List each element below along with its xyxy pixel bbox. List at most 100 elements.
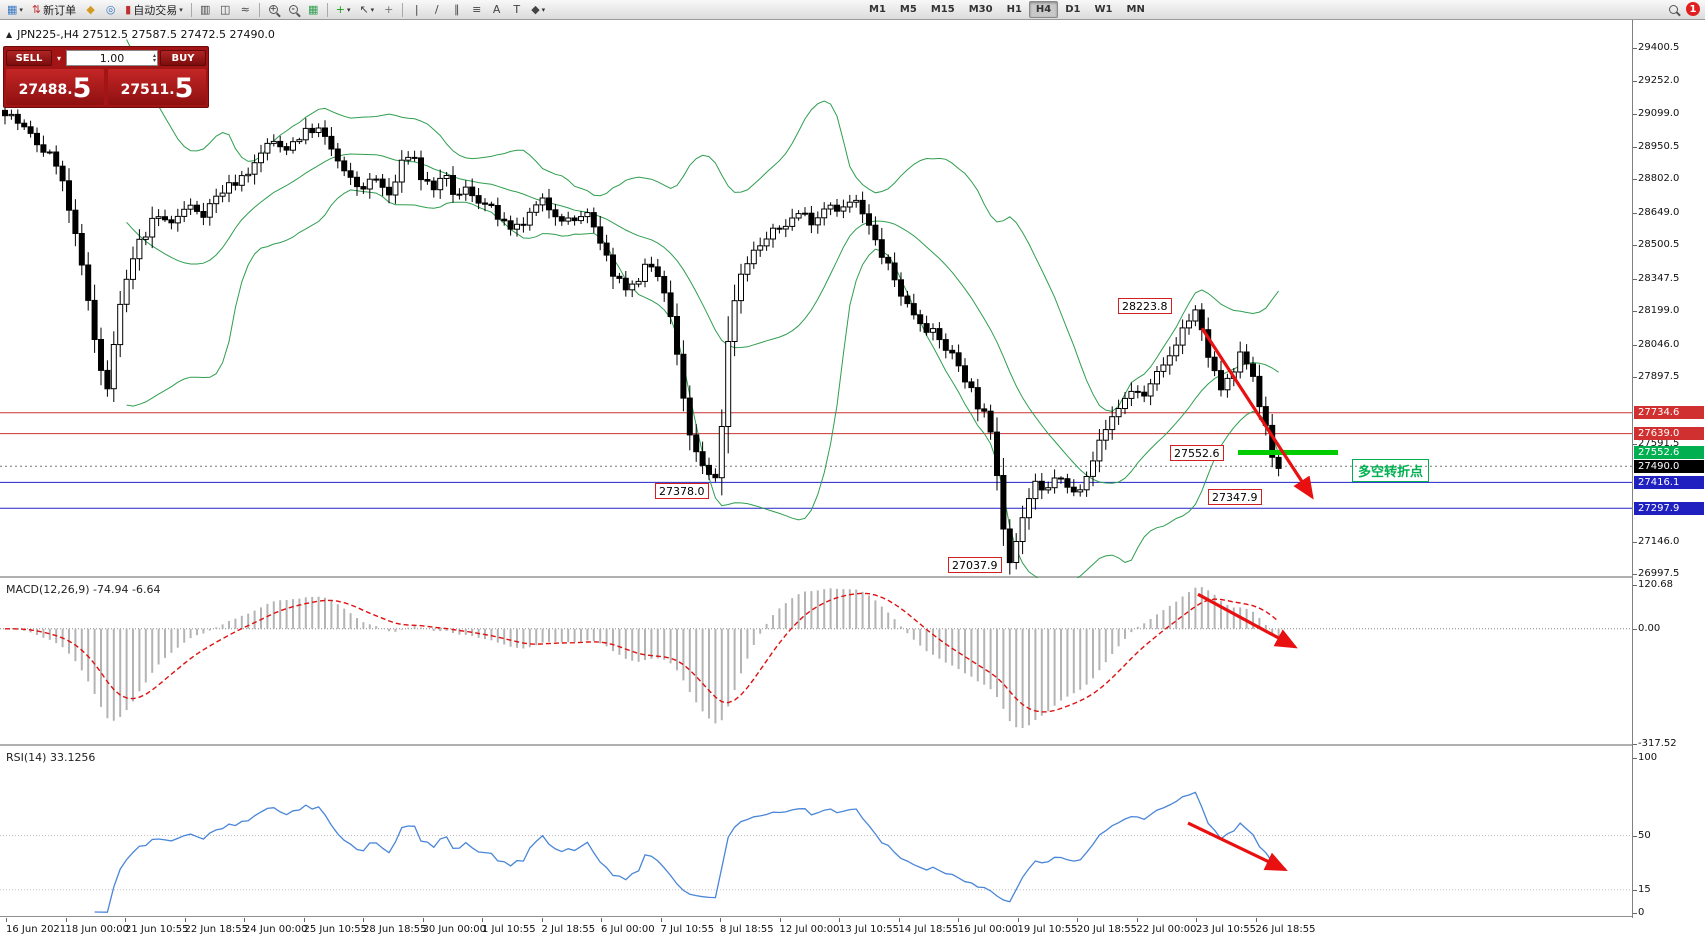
axis-label: 28802.0 xyxy=(1638,173,1680,184)
label-icon: T xyxy=(513,3,521,16)
main-chart-pane[interactable]: ▲ JPN225-,H4 27512.5 27587.5 27472.5 274… xyxy=(0,20,1632,578)
candlestick-chart[interactable] xyxy=(0,20,1632,578)
date-label: 1 Jul 10:55 xyxy=(482,924,536,935)
axis-tick xyxy=(1633,758,1637,759)
timeframe-h1[interactable]: H1 xyxy=(1006,4,1022,15)
spin-up-icon[interactable]: ▴ xyxy=(152,52,156,59)
bar-chart-icon: ▥ xyxy=(200,3,211,16)
axis-label: 26997.5 xyxy=(1638,568,1680,579)
trend-arrow[interactable] xyxy=(1197,592,1298,649)
search-icon[interactable] xyxy=(1669,4,1678,14)
buy-button[interactable]: BUY xyxy=(160,50,206,66)
timeframe-m5[interactable]: M5 xyxy=(899,4,917,15)
time-tick xyxy=(1136,918,1138,922)
zoom-in-button[interactable]: + xyxy=(264,1,283,18)
time-tick xyxy=(1255,918,1257,922)
macd-chart[interactable] xyxy=(0,580,1632,746)
timeframe-m1[interactable]: M1 xyxy=(869,4,886,15)
axis-tick xyxy=(1633,744,1637,745)
caret-down-icon: ▾ xyxy=(19,5,23,14)
zoom-in-icon: + xyxy=(268,4,278,14)
horizontal-price-lines[interactable] xyxy=(0,412,1632,509)
channel-button[interactable]: ∥ xyxy=(447,1,466,18)
spin-down-icon[interactable]: ▾ xyxy=(152,57,156,64)
indicators-button[interactable]: + ▾ xyxy=(332,1,355,18)
candle-chart-button[interactable]: ◫ xyxy=(216,1,235,18)
order-arrows-icon: ⇅ xyxy=(31,3,42,16)
date-label: 12 Jul 00:00 xyxy=(779,924,840,935)
text-button[interactable]: A xyxy=(487,1,506,18)
buy-price[interactable]: 27511. 5 xyxy=(108,69,206,105)
timeframe-mn[interactable]: MN xyxy=(1126,4,1145,15)
rsi-chart[interactable] xyxy=(0,748,1632,917)
timeframe-m15[interactable]: M15 xyxy=(930,4,955,15)
tile-windows-button[interactable]: ▦ xyxy=(304,1,323,18)
rsi-label: RSI(14) 33.1256 xyxy=(6,751,96,764)
cursor-button[interactable]: ↖ ▾ xyxy=(355,1,378,18)
line-chart-button[interactable]: ≈ xyxy=(236,1,255,18)
shapes-button[interactable]: ◆ ▾ xyxy=(527,1,549,18)
volume-value: 1.00 xyxy=(99,51,125,65)
market-watch-button[interactable]: ◎ xyxy=(101,1,120,18)
time-tick xyxy=(1077,918,1078,922)
crosshair-button[interactable]: + xyxy=(379,1,398,18)
tile-windows-icon: ▦ xyxy=(308,3,319,16)
time-tick xyxy=(184,918,186,922)
candlestick-series xyxy=(2,107,1282,575)
axis-tick xyxy=(1633,542,1637,543)
time-tick xyxy=(898,918,900,922)
zoom-out-button[interactable]: - xyxy=(284,1,303,18)
vertical-line-button[interactable]: | xyxy=(407,1,426,18)
candle-chart-icon: ◫ xyxy=(220,3,231,16)
axis-tick xyxy=(1633,114,1637,115)
axis-label: 29400.5 xyxy=(1638,42,1680,53)
date-label: 23 Jul 10:55 xyxy=(1196,924,1256,935)
timeframe-w1[interactable]: W1 xyxy=(1094,4,1113,15)
axis-price-tag: 27416.1 xyxy=(1634,476,1704,489)
notification-badge[interactable]: 1 xyxy=(1686,2,1700,16)
time-tick xyxy=(660,918,662,922)
axis-tick xyxy=(1633,245,1637,246)
date-label: 6 Jul 00:00 xyxy=(601,924,655,935)
trend-arrow[interactable] xyxy=(1200,327,1314,500)
symbol-info: ▲ JPN225-,H4 27512.5 27587.5 27472.5 274… xyxy=(6,28,275,41)
new-chart-button[interactable]: ▦ ▾ xyxy=(3,1,27,18)
sell-price[interactable]: 27488. 5 xyxy=(6,69,104,105)
toolbar: ▦ ▾ ⇅ 新订单 ◆ ◎ ▮ 自动交易 ▾ ▥ ◫ ≈ + - ▦ + ▾ ↖ ▾ + | / ∥ ≡ A T ◆ ▾ M1 M5 M15… xyxy=(0,0,1705,20)
history-center-button[interactable]: ◆ xyxy=(81,1,100,18)
trend-arrow[interactable] xyxy=(1187,821,1288,872)
time-tick xyxy=(958,918,959,922)
rsi-line xyxy=(94,791,1279,913)
bar-chart-button[interactable]: ▥ xyxy=(196,1,215,18)
label-button[interactable]: T xyxy=(507,1,526,18)
sell-options-caret-icon[interactable]: ▾ xyxy=(56,53,61,63)
timeframe-h4[interactable]: H4 xyxy=(1028,1,1059,18)
timeframe-m30[interactable]: M30 xyxy=(968,4,993,15)
axis-label: 29099.0 xyxy=(1638,108,1680,119)
time-axis[interactable]: 16 Jun 2021 18 Jun 00:00 21 Jun 10:55 22 Ju… xyxy=(0,918,1705,941)
fibonacci-button[interactable]: ≡ xyxy=(467,1,486,18)
axis-label: 28199.0 xyxy=(1638,305,1680,316)
axis-label: 15 xyxy=(1638,884,1651,895)
volume-spinner[interactable]: ▴ ▾ xyxy=(153,51,156,65)
date-label: 22 Jul 00:00 xyxy=(1136,924,1197,935)
rsi-pane[interactable]: RSI(14) 33.1256 xyxy=(0,748,1632,917)
toolbar-separator xyxy=(190,2,192,17)
date-label: 16 Jun 2021 xyxy=(6,924,67,935)
trendline-button[interactable]: / xyxy=(427,1,446,18)
macd-histogram xyxy=(10,587,1280,728)
sell-button[interactable]: SELL xyxy=(6,50,52,66)
toolbar-separator xyxy=(402,2,404,17)
new-order-button[interactable]: ⇅ 新订单 xyxy=(28,1,80,18)
fibonacci-icon: ≡ xyxy=(472,3,482,16)
autotrade-button[interactable]: ▮ 自动交易 ▾ xyxy=(121,1,187,18)
macd-pane[interactable]: MACD(12,26,9) -74.94 -6.64 xyxy=(0,580,1632,746)
collapse-arrow-icon[interactable]: ▲ xyxy=(6,30,13,39)
axis-label: 28950.5 xyxy=(1638,141,1680,152)
text-icon: A xyxy=(492,3,501,16)
date-label: 13 Jul 10:55 xyxy=(839,924,899,935)
axis-tick xyxy=(1633,890,1637,891)
price-axis[interactable]: 29400.5 29252.0 29099.0 28950.5 28802.0 28649… xyxy=(1632,20,1705,918)
volume-input[interactable]: 1.00 ▴ ▾ xyxy=(66,50,158,66)
timeframe-d1[interactable]: D1 xyxy=(1065,4,1081,15)
